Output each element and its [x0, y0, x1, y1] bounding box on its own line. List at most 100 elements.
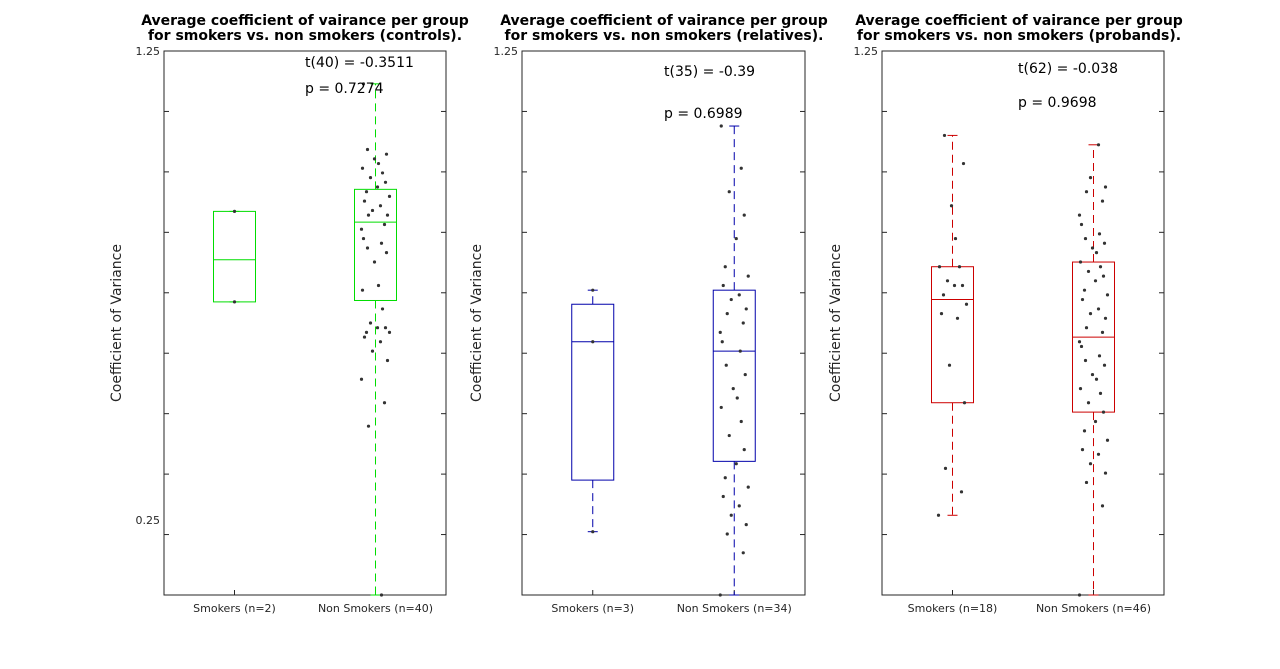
data-point — [368, 321, 373, 325]
data-point — [1084, 480, 1089, 485]
data-point — [591, 288, 595, 292]
data-point — [366, 424, 371, 428]
t-statistic-annotation: t(40) = -0.3511 — [305, 55, 414, 71]
p-value-annotation: p = 0.9698 — [1018, 95, 1097, 111]
data-point — [746, 485, 750, 489]
data-point — [364, 330, 369, 334]
data-point — [724, 363, 728, 367]
data-point — [720, 340, 724, 344]
data-point — [379, 241, 384, 245]
data-point — [734, 462, 738, 466]
data-point — [739, 166, 743, 170]
y-tick-label: 1.25 — [854, 45, 879, 58]
data-point — [370, 208, 375, 213]
data-point — [952, 283, 957, 288]
data-point — [953, 236, 958, 241]
data-point — [1105, 438, 1110, 442]
t-statistic-annotation: t(62) = -0.038 — [1018, 61, 1118, 77]
x-tick-label: Non Smokers (n=40) — [318, 602, 433, 615]
data-point — [746, 274, 750, 278]
data-point — [1103, 185, 1108, 189]
data-point — [384, 251, 389, 255]
data-point — [1083, 358, 1088, 363]
data-point — [360, 288, 365, 292]
data-point — [734, 236, 738, 241]
t-statistic-annotation: t(35) = -0.39 — [664, 64, 755, 80]
data-point — [1096, 452, 1101, 456]
y-axis-label: Coefficient of Variance — [469, 244, 485, 402]
data-point — [378, 340, 383, 344]
x-tick-label: Smokers (n=2) — [193, 602, 276, 615]
data-point — [1079, 344, 1084, 349]
data-point — [1086, 401, 1091, 405]
data-point — [361, 236, 366, 241]
data-point — [382, 222, 387, 227]
data-point — [1098, 265, 1103, 269]
x-tick-label: Smokers (n=3) — [551, 602, 634, 615]
data-point — [366, 213, 371, 217]
data-point — [939, 312, 944, 316]
chart-panel-1: Average coefficient of vairance per grou… — [109, 13, 469, 615]
data-point — [729, 297, 733, 302]
data-point — [383, 326, 388, 330]
y-tick-label: 1.25 — [494, 45, 519, 58]
data-point — [727, 190, 731, 194]
data-point — [1086, 269, 1091, 274]
iqr-box — [712, 289, 756, 462]
data-point — [362, 335, 367, 339]
data-point — [738, 349, 742, 353]
data-point — [1102, 241, 1107, 245]
data-point — [723, 476, 727, 480]
data-point — [719, 405, 723, 410]
data-point — [1088, 312, 1093, 316]
data-point — [1093, 279, 1098, 283]
data-point — [942, 133, 947, 138]
data-point — [955, 316, 960, 320]
data-point — [375, 185, 380, 189]
box-2 — [1072, 144, 1115, 596]
data-point — [362, 199, 367, 203]
y-axis-label: Coefficient of Variance — [109, 244, 125, 402]
data-point — [729, 513, 733, 517]
data-point — [1100, 504, 1105, 508]
data-point — [957, 265, 962, 269]
data-point — [961, 161, 966, 166]
data-point — [1083, 236, 1088, 241]
data-point — [1102, 363, 1107, 367]
chart-title-line: for smokers vs. non smokers (relatives). — [505, 28, 824, 44]
data-point — [737, 504, 741, 508]
data-point — [365, 147, 370, 152]
box-1 — [213, 210, 256, 303]
data-point — [721, 494, 725, 499]
data-point — [384, 152, 389, 156]
data-point — [385, 358, 390, 363]
chart-panel-3: Average coefficient of vairance per grou… — [828, 13, 1183, 615]
data-point — [387, 194, 392, 198]
data-point — [1105, 293, 1110, 297]
chart-title-line: for smokers vs. non smokers (controls). — [148, 28, 462, 44]
data-point — [941, 293, 946, 297]
data-point — [943, 466, 948, 470]
data-point — [1077, 593, 1082, 597]
data-point — [591, 530, 595, 534]
data-point — [365, 246, 370, 250]
data-point — [232, 209, 237, 213]
data-point — [1093, 419, 1098, 424]
data-point — [387, 330, 392, 334]
data-point — [382, 401, 387, 405]
data-point — [383, 180, 388, 184]
data-point — [372, 260, 377, 264]
data-point — [370, 349, 375, 353]
iqr-box — [931, 266, 974, 404]
data-point — [731, 387, 735, 391]
data-point — [591, 340, 595, 344]
data-point — [735, 396, 739, 400]
data-point — [945, 279, 950, 283]
data-point — [962, 401, 967, 405]
data-point — [1088, 176, 1093, 180]
box-2 — [712, 125, 756, 596]
data-point — [1090, 246, 1095, 250]
data-point — [1097, 232, 1102, 236]
y-tick-label: 1.25 — [136, 45, 161, 58]
